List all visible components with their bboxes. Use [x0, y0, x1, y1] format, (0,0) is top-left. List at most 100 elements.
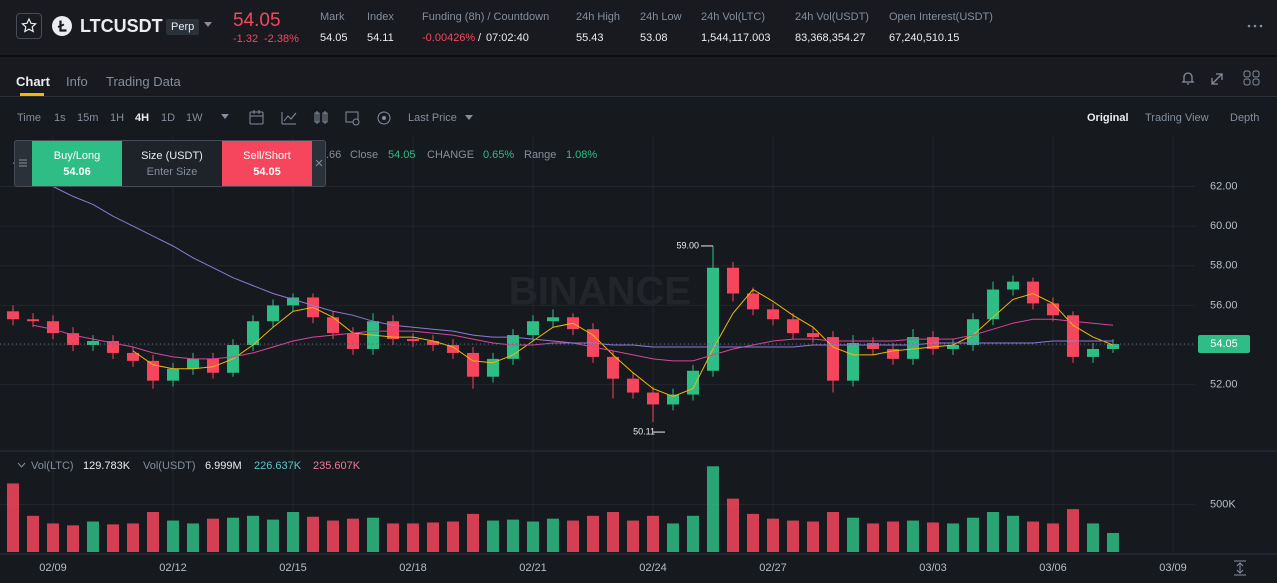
- volume-bar: [187, 523, 199, 552]
- volume-tick-label: 500K: [1210, 498, 1236, 510]
- candle-body: [1067, 315, 1079, 357]
- candle-body: [787, 319, 799, 334]
- stat-label: Open Interest(USDT): [889, 11, 993, 23]
- view-option[interactable]: Depth: [1230, 112, 1260, 124]
- low-label: 50.11: [633, 426, 655, 436]
- volume-bar: [827, 512, 839, 552]
- volume-bar: [847, 517, 859, 552]
- view-option[interactable]: Trading View: [1145, 112, 1209, 124]
- sell-button[interactable]: Sell/Short 54.05: [222, 141, 312, 186]
- volume-bar: [727, 498, 739, 552]
- high-label: 59.00: [676, 240, 699, 250]
- stat-value: 53.08: [640, 32, 668, 44]
- candle-body: [27, 319, 39, 322]
- candle-body: [807, 333, 819, 338]
- volume-bar: [507, 519, 519, 552]
- volume-bar: [667, 523, 679, 552]
- volume-bar: [387, 523, 399, 552]
- volume-bar: [907, 520, 919, 552]
- price-type[interactable]: Last Price: [408, 112, 457, 124]
- size-label: Size (USDT): [141, 150, 203, 162]
- interval[interactable]: 1W: [186, 112, 203, 124]
- toolbar-icons[interactable]: [248, 109, 398, 127]
- tab[interactable]: Chart: [16, 74, 50, 89]
- price-type-caret[interactable]: [464, 114, 474, 122]
- volume-bar: [807, 521, 819, 552]
- candle-body: [467, 352, 479, 377]
- x-tick-label: 02/21: [519, 562, 547, 574]
- header: LTCUSDT Perp 54.05 -1.32 -2.38% Mark 54.0…: [0, 0, 1277, 57]
- stat-label: 24h High: [576, 11, 621, 23]
- coin-logo: [52, 16, 72, 36]
- price-change: -1.32: [233, 33, 259, 45]
- volume-bar: [67, 525, 79, 552]
- legend-value: 54.05: [388, 149, 416, 161]
- interval[interactable]: 4H: [135, 112, 150, 124]
- view-option[interactable]: Original: [1087, 112, 1129, 124]
- interval[interactable]: 1D: [161, 112, 176, 124]
- candle-body: [747, 293, 759, 310]
- chart-tools[interactable]: [1178, 69, 1268, 87]
- more-button[interactable]: [1246, 22, 1264, 30]
- drag-handle[interactable]: [18, 158, 28, 168]
- candle-body: [727, 267, 739, 294]
- volume-bar: [247, 515, 259, 552]
- volume-bar: [527, 521, 539, 552]
- buy-label: Buy/Long: [53, 150, 101, 162]
- volume-bar: [607, 512, 619, 552]
- volume-bar: [1007, 515, 1019, 552]
- symbol-caret[interactable]: [203, 21, 213, 29]
- candle-body: [607, 356, 619, 379]
- stat-value: 1,544,117.003: [701, 32, 771, 44]
- tab[interactable]: Trading Data: [106, 74, 181, 89]
- candle-body: [547, 317, 559, 322]
- interval[interactable]: 15m: [77, 112, 99, 124]
- candle-body: [447, 345, 459, 353]
- candle-body: [767, 309, 779, 320]
- volume-bar: [967, 517, 979, 552]
- legend-value: 0.65%: [483, 149, 515, 161]
- candle-body: [7, 311, 19, 320]
- funding-countdown: 07:02:40: [486, 32, 529, 44]
- interval[interactable]: 1s: [54, 112, 66, 124]
- candle-body: [107, 341, 119, 353]
- order-panel: Buy/Long 54.06 Size (USDT) Enter Size Se…: [14, 140, 326, 187]
- interval[interactable]: 1H: [110, 112, 125, 124]
- volume-bar: [1027, 521, 1039, 552]
- close-panel[interactable]: [315, 159, 323, 167]
- x-tick-label: 02/24: [639, 562, 667, 574]
- watermark: BINANCE: [509, 270, 691, 314]
- stat-value: 83,368,354.27: [795, 32, 866, 44]
- volume-bar: [927, 522, 939, 552]
- tab[interactable]: Info: [66, 74, 88, 89]
- volume-bar: [547, 518, 559, 552]
- size-input[interactable]: Size (USDT) Enter Size: [122, 141, 222, 186]
- stat-value: 67,240,510.15: [889, 32, 960, 44]
- tab-bar: Chart Info Trading Data: [0, 57, 1277, 97]
- candle-body: [1027, 281, 1039, 304]
- size-placeholder: Enter Size: [146, 166, 198, 178]
- volume-bar: [767, 518, 779, 552]
- buy-button[interactable]: Buy/Long 54.06: [32, 141, 122, 186]
- volume-collapse[interactable]: [17, 462, 26, 468]
- stat-label: 24h Vol(LTC): [701, 11, 765, 23]
- candle-body: [647, 392, 659, 405]
- symbol[interactable]: LTCUSDT: [80, 16, 163, 36]
- moving-average: [12, 162, 1113, 348]
- favorite-button[interactable]: [16, 13, 42, 39]
- x-tick-label: 03/03: [919, 562, 947, 574]
- y-tick-label: 56.00: [1210, 299, 1238, 311]
- candle-body: [47, 321, 59, 334]
- price-change-pct: -2.38%: [264, 33, 299, 45]
- candle-body: [667, 394, 679, 405]
- volume-bar: [427, 522, 439, 552]
- scroll-end[interactable]: [1233, 560, 1247, 576]
- sell-label: Sell/Short: [243, 150, 291, 162]
- candle-body: [407, 339, 419, 342]
- candle-body: [707, 267, 719, 371]
- buy-price: 54.06: [63, 166, 91, 178]
- candle-body: [487, 358, 499, 377]
- interval-caret[interactable]: [220, 113, 230, 121]
